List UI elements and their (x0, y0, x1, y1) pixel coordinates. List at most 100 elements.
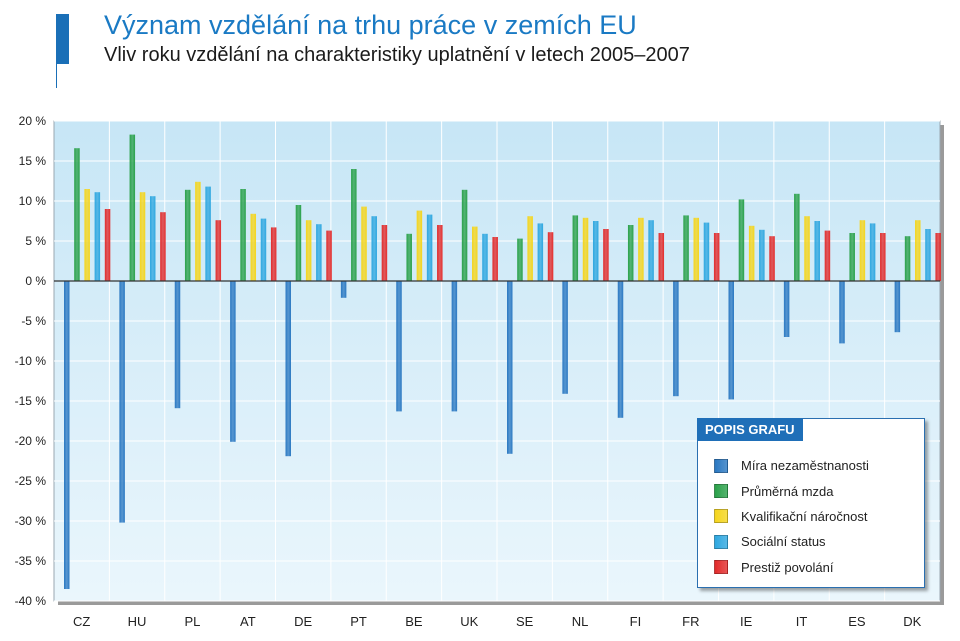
x-tick-label: UK (460, 614, 478, 629)
bar (240, 189, 246, 281)
bar (396, 281, 402, 412)
x-tick-label: HU (128, 614, 147, 629)
legend-item-prestige: Prestiž povolání (714, 555, 869, 580)
x-tick-label: PT (350, 614, 367, 629)
bar (84, 189, 90, 281)
bar (174, 281, 181, 409)
y-tick-label: -35 % (15, 554, 47, 568)
bar (935, 233, 941, 281)
legend-item-qualification: Kvalifikační náročnost (714, 504, 869, 529)
x-tick-label: PL (184, 614, 200, 629)
bar (582, 217, 589, 281)
legend-item-unemployment: Míra nezaměstnanosti (714, 453, 869, 478)
x-tick-label: FI (630, 614, 642, 629)
bar (472, 226, 478, 281)
bar (869, 223, 876, 281)
bar (270, 227, 277, 281)
bar (205, 186, 211, 281)
bar (728, 281, 734, 400)
x-tick-label: ES (848, 614, 866, 629)
y-tick-label: -5 % (21, 314, 46, 328)
bar (260, 218, 267, 281)
bar (638, 217, 644, 281)
bar (426, 214, 433, 281)
bar (215, 220, 222, 281)
bar (592, 221, 599, 281)
bar (894, 281, 901, 333)
legend-swatch (714, 484, 728, 499)
title-accent-bar (56, 14, 69, 64)
x-tick-label: NL (572, 614, 589, 629)
bar (230, 281, 236, 442)
legend-swatch (714, 560, 728, 575)
bar (74, 148, 80, 281)
bar (824, 230, 831, 281)
legend-label: Sociální status (741, 534, 826, 550)
bar (295, 205, 302, 281)
bar (603, 229, 609, 281)
y-tick-label: 15 % (19, 154, 47, 168)
title-accent-line (56, 64, 57, 88)
legend-swatch (714, 534, 728, 549)
bar (94, 192, 101, 281)
y-tick-label: 10 % (19, 194, 47, 208)
y-tick-label: -30 % (15, 514, 47, 528)
x-tick-label: BE (405, 614, 423, 629)
legend-label: Kvalifikační náročnost (741, 508, 868, 524)
bar (904, 236, 911, 281)
bar (648, 220, 654, 281)
bar (492, 237, 498, 281)
bar (507, 281, 513, 454)
y-tick-label: -20 % (15, 434, 47, 448)
bar (693, 217, 700, 281)
bar (880, 233, 886, 281)
bar (713, 233, 720, 281)
bar (738, 199, 745, 281)
bar (129, 134, 136, 281)
bar (794, 193, 800, 281)
bar (149, 196, 156, 281)
legend-swatch (714, 509, 728, 524)
bar (748, 225, 755, 281)
bar (361, 206, 367, 281)
bar (351, 169, 357, 281)
y-tick-label: -15 % (15, 394, 47, 408)
chart-subtitle: Vliv roku vzdělání na charakteristiky up… (104, 44, 690, 66)
legend-swatch (714, 458, 728, 473)
bar (184, 189, 191, 281)
bar (925, 229, 931, 281)
bar (371, 216, 377, 281)
bar-chart: 20 % 15 % 10 % 5 % 0 % -5 % -10 % -15 % -20 % -25… (15, 114, 944, 629)
bar (482, 233, 488, 281)
bar (160, 212, 166, 281)
x-tick-label: IT (796, 614, 808, 629)
bar (759, 229, 765, 281)
bar (814, 221, 820, 281)
bar (406, 233, 412, 281)
bar (703, 222, 710, 281)
y-tick-label: 20 % (19, 114, 47, 128)
x-tick-label: FR (682, 614, 699, 629)
legend-item-wage: Průměrná mzda (714, 478, 869, 503)
bar (437, 225, 443, 281)
bar (517, 238, 523, 281)
x-tick-label: CZ (73, 614, 90, 629)
y-tick-label: -40 % (15, 594, 47, 608)
bar (572, 215, 579, 281)
bar (316, 224, 322, 281)
bar (451, 281, 458, 412)
bar (849, 233, 855, 281)
legend-label: Prestiž povolání (741, 559, 834, 575)
bar (195, 181, 201, 281)
bar (139, 192, 146, 281)
bar (617, 281, 624, 418)
bar (64, 281, 70, 589)
bar (683, 215, 689, 281)
bar (537, 223, 544, 281)
legend-label: Průměrná mzda (741, 483, 834, 499)
y-tick-label: -25 % (15, 474, 47, 488)
bar (859, 220, 866, 281)
chart-title: Význam vzdělání na trhu práce v zemích E… (104, 10, 637, 40)
bar (326, 230, 332, 281)
bar (804, 216, 810, 281)
